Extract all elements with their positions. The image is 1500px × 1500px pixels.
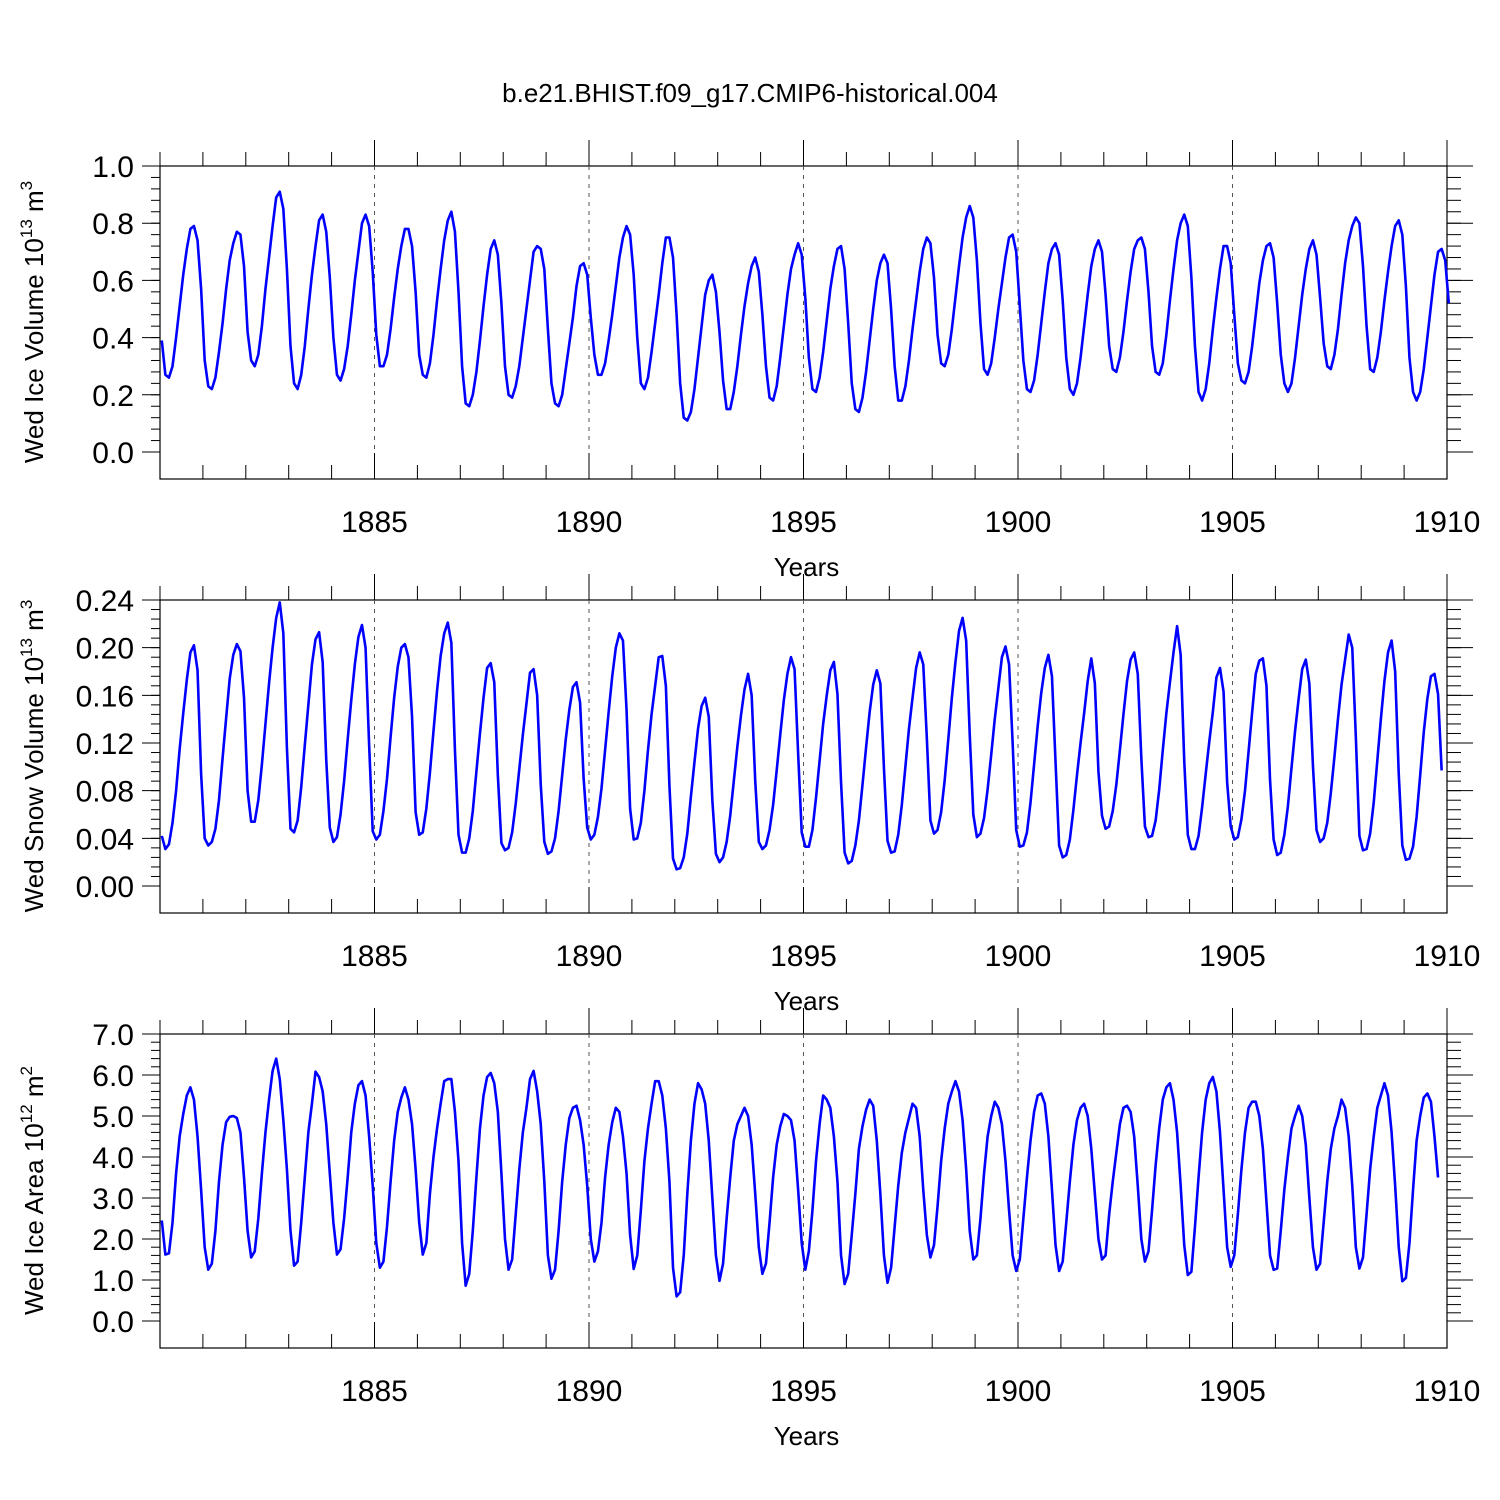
y-tick-label: 1.0 bbox=[92, 1265, 134, 1298]
y-axis-label-unit-exponent: 3 bbox=[17, 181, 36, 190]
y-axis-label: Wed Ice Area 1012 m2 bbox=[17, 1066, 49, 1315]
y-tick-label: 7.0 bbox=[92, 1019, 134, 1052]
figure-title: b.e21.BHIST.f09_g17.CMIP6-historical.004 bbox=[502, 78, 998, 108]
y-axis-label-unit: m bbox=[19, 190, 49, 219]
x-axis-label: Years bbox=[774, 986, 840, 1016]
y-tick-label: 0.0 bbox=[92, 1306, 134, 1339]
panels: 0.0 0.2 0.4 0.6 0.8 1.0 1885 1890 1895 1900 1905 19… bbox=[17, 140, 1480, 1451]
y-axis-label-text: Wed Ice Volume 10 bbox=[19, 238, 49, 463]
y-tick-label: 0.00 bbox=[76, 871, 134, 904]
x-axis-label: Years bbox=[774, 552, 840, 582]
panel-3: 0.0 1.0 2.0 3.0 4.0 5.0 6.0 7.0 1885 1890 1895 1900… bbox=[17, 1008, 1480, 1451]
x-tick-label: 1885 bbox=[341, 506, 408, 539]
y-axis-label-text: Wed Snow Volume 10 bbox=[19, 657, 49, 912]
y-tick-label: 5.0 bbox=[92, 1101, 134, 1134]
y-axis-label-unit-exponent: 2 bbox=[17, 1066, 36, 1075]
y-axis-label-unit: m bbox=[19, 609, 49, 638]
y-tick-label: 0.24 bbox=[76, 585, 134, 618]
x-tick-label: 1905 bbox=[1199, 1375, 1266, 1408]
y-axis-label-unit: m bbox=[19, 1075, 49, 1104]
x-tick-label: 1910 bbox=[1414, 506, 1481, 539]
y-axis-label-text: Wed Ice Area 10 bbox=[19, 1123, 49, 1315]
x-tick-label: 1900 bbox=[985, 1375, 1052, 1408]
series-line-3 bbox=[160, 1057, 1440, 1298]
y-axis-label: Wed Ice Volume 1013 m3 bbox=[17, 181, 49, 463]
y-tick-label: 0.2 bbox=[92, 380, 134, 413]
y-tick-label: 0.16 bbox=[76, 680, 134, 713]
y-tick-label: 0.04 bbox=[76, 823, 134, 856]
x-tick-label: 1900 bbox=[985, 940, 1052, 973]
y-tick-label: 1.0 bbox=[92, 151, 134, 184]
series-line-2 bbox=[160, 601, 1443, 871]
series-line-1 bbox=[160, 190, 1451, 422]
x-tick-label: 1890 bbox=[556, 940, 623, 973]
y-tick-label: 4.0 bbox=[92, 1142, 134, 1175]
x-tick-label: 1890 bbox=[556, 1375, 623, 1408]
y-tick-label: 0.4 bbox=[92, 323, 134, 356]
y-tick-label: 0.6 bbox=[92, 265, 134, 298]
x-tick-label: 1885 bbox=[341, 1375, 408, 1408]
y-axis-label-exponent: 12 bbox=[17, 1104, 36, 1123]
y-tick-label: 0.8 bbox=[92, 208, 134, 241]
x-tick-label: 1900 bbox=[985, 506, 1052, 539]
panel-2: 0.00 0.04 0.08 0.12 0.16 0.20 0.24 1885 1890 1895… bbox=[17, 574, 1480, 1016]
x-tick-label: 1910 bbox=[1414, 940, 1481, 973]
y-tick-label: 0.08 bbox=[76, 776, 134, 809]
x-tick-label: 1910 bbox=[1414, 1375, 1481, 1408]
y-tick-label: 0.12 bbox=[76, 728, 134, 761]
x-tick-label: 1895 bbox=[770, 506, 837, 539]
x-tick-label: 1905 bbox=[1199, 940, 1266, 973]
y-tick-label: 0.0 bbox=[92, 437, 134, 470]
x-axis-label: Years bbox=[774, 1421, 840, 1451]
x-tick-label: 1895 bbox=[770, 1375, 837, 1408]
panel-1: 0.0 0.2 0.4 0.6 0.8 1.0 1885 1890 1895 1900 1905 19… bbox=[17, 140, 1480, 582]
y-axis-label-exponent: 13 bbox=[17, 219, 36, 238]
y-tick-label: 2.0 bbox=[92, 1224, 134, 1257]
x-tick-label: 1890 bbox=[556, 506, 623, 539]
x-tick-label: 1895 bbox=[770, 940, 837, 973]
y-axis-label-exponent: 13 bbox=[17, 638, 36, 657]
y-tick-label: 3.0 bbox=[92, 1183, 134, 1216]
y-axis-label-unit-exponent: 3 bbox=[17, 600, 36, 609]
y-axis-label: Wed Snow Volume 1013 m3 bbox=[17, 600, 49, 913]
x-tick-label: 1885 bbox=[341, 940, 408, 973]
y-tick-label: 6.0 bbox=[92, 1060, 134, 1093]
y-tick-label: 0.20 bbox=[76, 633, 134, 666]
x-tick-label: 1905 bbox=[1199, 506, 1266, 539]
